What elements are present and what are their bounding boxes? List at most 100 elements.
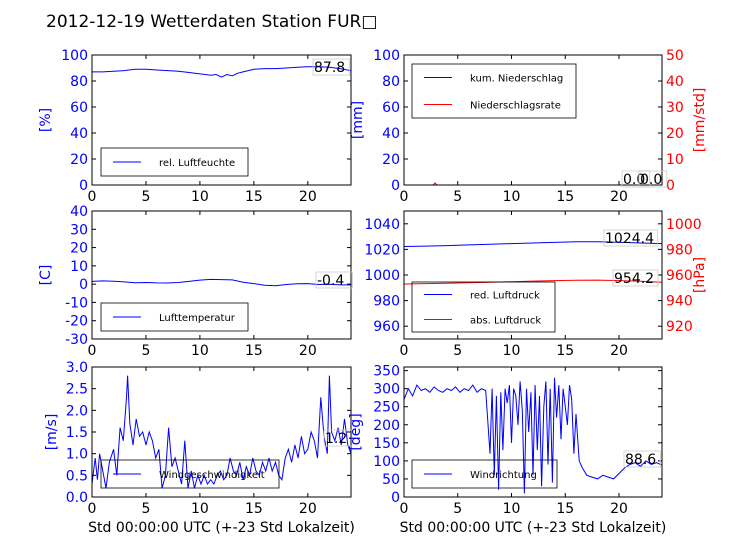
- y-tick-label: 40: [70, 126, 88, 142]
- x-tick-label: 5: [453, 189, 462, 205]
- y-tick-label: 100: [373, 454, 400, 470]
- readout-value: 0.0: [623, 172, 645, 188]
- humidity-panel: 0 5 10 15 20 0 20 40 60 80 100 [%] rel. Luftfeuchte 8…: [38, 48, 352, 205]
- y-right-tick-label: 20: [666, 126, 684, 142]
- y-tick-label: 1.0: [66, 447, 88, 463]
- y-axis-label: [C]: [38, 265, 54, 286]
- x-tick-label: 20: [299, 189, 317, 205]
- readout-box: [315, 271, 353, 289]
- y-tick-label: 0.5: [66, 468, 88, 484]
- readout-value: 88.6: [625, 452, 656, 468]
- legend-label: rel. Luftfeuchte: [159, 158, 235, 169]
- x-tick-label: 10: [191, 189, 209, 205]
- readout-box: [638, 170, 668, 188]
- y-right-tick-label: 920: [666, 319, 693, 335]
- y-tick-label: 250: [373, 400, 400, 416]
- x-tick-label: 10: [191, 343, 209, 359]
- y-tick-label: 80: [382, 74, 400, 90]
- y-tick-label: 40: [382, 126, 400, 142]
- series-line-pressure-1: [404, 279, 662, 285]
- y-tick-label: 50: [382, 472, 400, 488]
- precipitation-panel: 0 5 10 15 20 0 20 40 60 80 100 0 10 20 30 40 50 [mm] [mm/s…: [350, 48, 708, 205]
- y-tick-label: 0.0: [66, 490, 88, 506]
- x-tick-label: 20: [299, 501, 317, 517]
- x-tick-label: 0: [88, 501, 97, 517]
- legend-label: Windrichtung: [470, 470, 537, 481]
- y-tick-label: -10: [65, 295, 88, 311]
- y-right-tick-label: 30: [666, 100, 684, 116]
- readout-box: [623, 450, 661, 468]
- readout-value: 1024.4: [605, 231, 654, 247]
- y-tick-label: 350: [373, 364, 400, 380]
- x-tick-label: 10: [503, 343, 521, 359]
- legend-label: Windgeschwindigkeit: [159, 470, 265, 481]
- readout-box: [612, 269, 659, 287]
- y-right-axis-label: [mm/std]: [692, 88, 708, 153]
- pressure-panel: 0 5 10 15 20 960 980 1000 1020 1040 920 940 960 980 10…: [364, 210, 708, 359]
- x-tick-label: 15: [556, 189, 574, 205]
- y-tick-label: 0: [79, 178, 88, 194]
- y-tick-label: 200: [373, 418, 400, 434]
- y-tick-label: 100: [373, 48, 400, 64]
- legend-box: [100, 459, 280, 489]
- readout-value: 0.0: [640, 172, 662, 188]
- temperature-panel: 0 5 10 15 20 -30 -20 -10 0 10 20 30 40 [C] Lufttempera…: [38, 204, 353, 359]
- y-right-tick-label: 940: [666, 294, 693, 310]
- legend-box: [100, 147, 249, 177]
- legend-box: [100, 302, 249, 332]
- series-line-pressure-0: [404, 241, 662, 247]
- y-tick-label: 60: [70, 100, 88, 116]
- series-line-wind_direction-0: [404, 377, 662, 494]
- y-tick-label: 30: [70, 222, 88, 238]
- y-tick-label: 20: [70, 241, 88, 257]
- y-tick-label: 1040: [364, 217, 400, 233]
- legend-label: Niederschlagsrate: [470, 101, 561, 112]
- x-tick-label: 15: [556, 501, 574, 517]
- x-tick-label: 20: [610, 501, 628, 517]
- x-tick-label: 15: [245, 189, 263, 205]
- y-tick-label: 80: [70, 74, 88, 90]
- x-tick-label: 15: [556, 343, 574, 359]
- y-tick-label: 2.0: [66, 403, 88, 419]
- y-tick-label: 1020: [364, 242, 400, 258]
- x-tick-label: 20: [610, 189, 628, 205]
- legend-box: [411, 281, 556, 333]
- y-tick-label: 2.5: [66, 382, 88, 398]
- y-right-tick-label: 10: [666, 152, 684, 168]
- readout-value: 1.2: [325, 431, 347, 447]
- readout-box: [312, 58, 350, 76]
- y-tick-label: 980: [373, 294, 400, 310]
- y-tick-label: 0: [391, 490, 400, 506]
- x-tick-label: 0: [88, 343, 97, 359]
- legend-label: abs. Luftdruck: [470, 316, 541, 327]
- x-tick-label: 0: [400, 501, 409, 517]
- x-tick-label: 20: [610, 343, 628, 359]
- y-tick-label: 1.5: [66, 425, 88, 441]
- readout-value: 87.8: [314, 60, 345, 76]
- y-tick-label: 60: [382, 100, 400, 116]
- readout-value: -0.4: [317, 273, 344, 289]
- y-axis-label: [deg]: [348, 413, 364, 450]
- x-tick-label: 0: [400, 343, 409, 359]
- x-tick-label: 15: [245, 343, 263, 359]
- wind-speed-panel: 0 5 10 15 20 0.0 0.5 1.0 1.5 2.0 2.5 3.0 [m/s] Std 00…: [44, 360, 355, 536]
- legend-box: [411, 459, 558, 489]
- x-tick-label: 5: [453, 343, 462, 359]
- x-tick-label: 0: [88, 189, 97, 205]
- legend-label: red. Luftdruck: [470, 291, 540, 302]
- readout-value: 954.2: [614, 271, 654, 287]
- x-axis-label: Std 00:00:00 UTC (+-23 Std Lokalzeit): [88, 520, 355, 536]
- x-tick-label: 0: [400, 189, 409, 205]
- y-right-tick-label: 0: [666, 178, 675, 194]
- x-tick-label: 15: [245, 501, 263, 517]
- axes-frame: [403, 54, 663, 186]
- y-tick-label: -30: [65, 332, 88, 348]
- y-right-axis-label: [hPa]: [692, 257, 708, 293]
- x-tick-label: 5: [141, 189, 150, 205]
- y-right-tick-label: 40: [666, 74, 684, 90]
- y-tick-label: 150: [373, 436, 400, 452]
- x-axis-label: Std 00:00:00 UTC (+-23 Std Lokalzeit): [400, 520, 667, 536]
- x-tick-label: 20: [299, 343, 317, 359]
